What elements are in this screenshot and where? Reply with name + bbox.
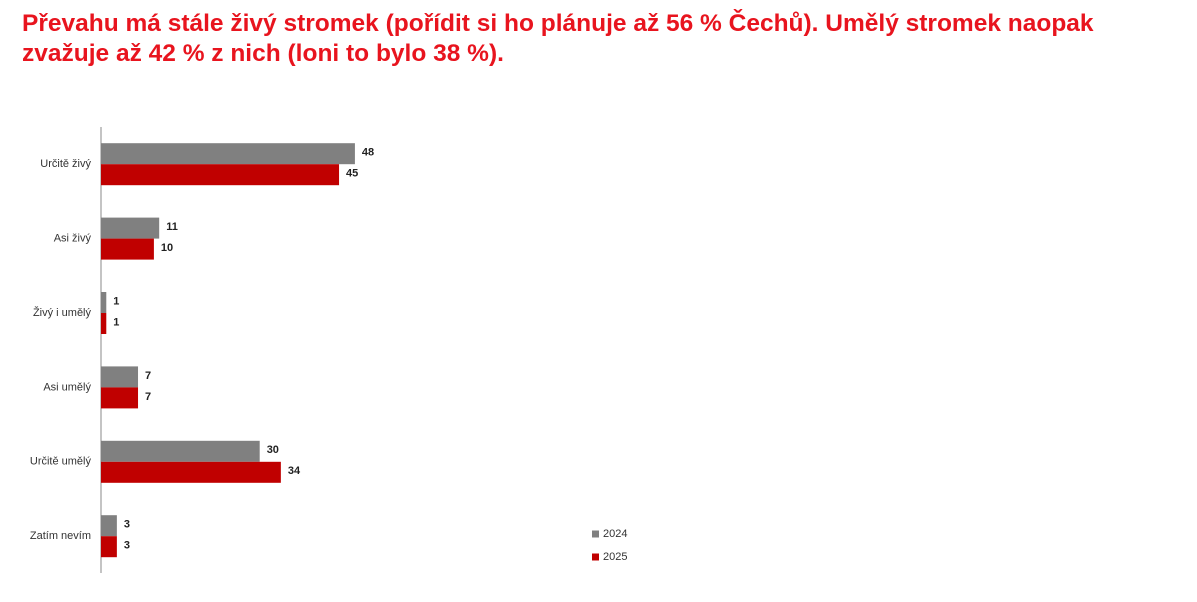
category-label: Zatím nevím xyxy=(30,530,91,542)
category-label: Určitě umělý xyxy=(30,456,92,468)
data-label: 7 xyxy=(145,370,151,382)
bar xyxy=(101,515,117,537)
bar xyxy=(101,313,107,334)
legend-label: 2024 xyxy=(603,528,627,540)
category-label: Asi umělý xyxy=(43,381,91,393)
bar xyxy=(101,217,160,239)
chart-title: zvažuje až 42 % z nich (loni to bylo 38 … xyxy=(22,40,504,67)
bar xyxy=(101,292,107,313)
bar xyxy=(101,143,355,165)
legend-swatch xyxy=(592,553,599,561)
data-label: 11 xyxy=(166,221,178,233)
data-label: 3 xyxy=(124,519,130,531)
data-label: 3 xyxy=(124,540,130,552)
data-label: 1 xyxy=(113,295,119,307)
bar xyxy=(101,440,260,462)
bar xyxy=(101,536,117,558)
bar xyxy=(101,461,281,483)
data-label: 7 xyxy=(145,391,151,403)
chart-title: Převahu má stále živý stromek (pořídit s… xyxy=(22,9,1094,37)
legend-label: 2025 xyxy=(603,551,627,563)
bar xyxy=(101,387,139,409)
data-label: 34 xyxy=(288,465,301,477)
data-label: 30 xyxy=(267,444,279,456)
data-label: 1 xyxy=(113,316,119,328)
category-label: Určitě živý xyxy=(40,158,91,170)
data-label: 48 xyxy=(362,147,374,159)
bar xyxy=(101,164,340,186)
bar xyxy=(101,238,154,260)
category-label: Asi živý xyxy=(54,233,92,245)
bar xyxy=(101,366,139,388)
legend-swatch xyxy=(592,530,599,538)
data-label: 10 xyxy=(161,242,173,254)
category-label: Živý i umělý xyxy=(33,306,92,319)
data-label: 45 xyxy=(346,168,358,180)
